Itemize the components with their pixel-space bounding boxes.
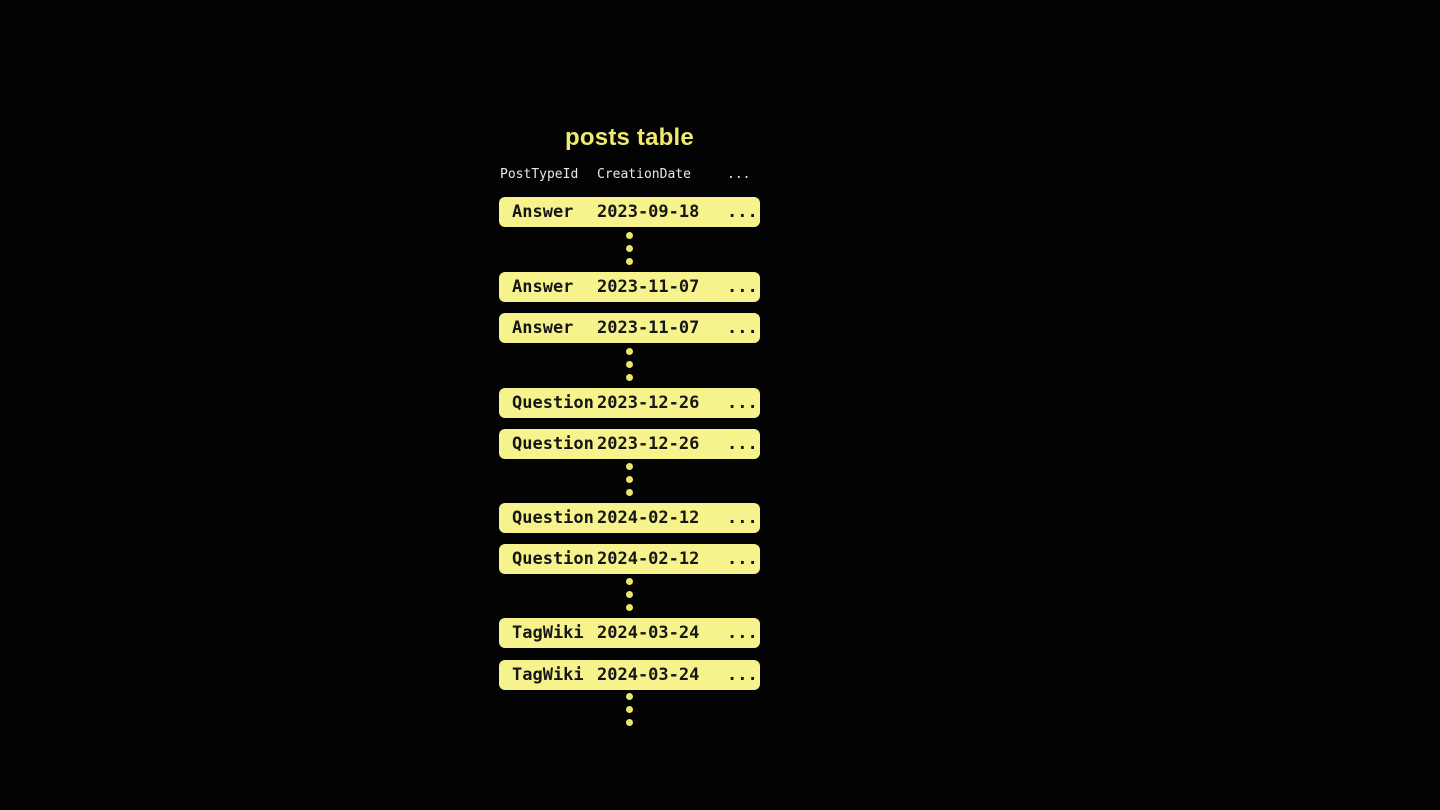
post-type-cell: Answer [512, 318, 574, 338]
post-type-cell: Question [512, 549, 594, 569]
ellipsis-dots [626, 348, 633, 381]
post-type-cell: TagWiki [512, 623, 584, 643]
post-type-cell: Question [512, 508, 594, 528]
dot-icon [626, 706, 633, 713]
column-header-posttypeid: PostTypeId [500, 167, 579, 182]
table-row: TagWiki 2024-03-24 ... [499, 660, 760, 690]
table-row: Answer 2023-11-07 ... [499, 272, 760, 302]
creation-date-cell: 2024-02-12 [597, 508, 700, 528]
dot-icon [626, 693, 633, 700]
more-cell: ... [727, 623, 758, 643]
creation-date-cell: 2024-02-12 [597, 549, 700, 569]
more-cell: ... [727, 277, 758, 297]
dot-icon [626, 361, 633, 368]
ellipsis-dots [626, 693, 633, 726]
dot-icon [626, 604, 633, 611]
dot-icon [626, 591, 633, 598]
column-header-creationdate: CreationDate [597, 167, 691, 182]
dot-icon [626, 578, 633, 585]
page-title: posts table [565, 124, 694, 151]
table-row: Question 2023-12-26 ... [499, 388, 760, 418]
post-type-cell: Answer [512, 277, 574, 297]
creation-date-cell: 2024-03-24 [597, 665, 700, 685]
post-type-cell: Question [512, 434, 594, 454]
more-cell: ... [727, 549, 758, 569]
more-cell: ... [727, 434, 758, 454]
table-row: Question 2024-02-12 ... [499, 544, 760, 574]
dot-icon [626, 245, 633, 252]
post-type-cell: Answer [512, 202, 574, 222]
table-row: Answer 2023-11-07 ... [499, 313, 760, 343]
creation-date-cell: 2023-12-26 [597, 393, 700, 413]
dot-icon [626, 476, 633, 483]
table-row: Question 2023-12-26 ... [499, 429, 760, 459]
more-cell: ... [727, 665, 758, 685]
creation-date-cell: 2023-11-07 [597, 277, 700, 297]
post-type-cell: TagWiki [512, 665, 584, 685]
more-cell: ... [727, 508, 758, 528]
post-type-cell: Question [512, 393, 594, 413]
posts-table-diagram: posts table PostTypeId CreationDate ... … [499, 0, 760, 810]
ellipsis-dots [626, 232, 633, 265]
dot-icon [626, 463, 633, 470]
creation-date-cell: 2024-03-24 [597, 623, 700, 643]
column-header-more: ... [727, 167, 751, 182]
more-cell: ... [727, 318, 758, 338]
more-cell: ... [727, 393, 758, 413]
table-row: Question 2024-02-12 ... [499, 503, 760, 533]
creation-date-cell: 2023-11-07 [597, 318, 700, 338]
table-row: TagWiki 2024-03-24 ... [499, 618, 760, 648]
table-header: PostTypeId CreationDate ... [499, 167, 760, 184]
creation-date-cell: 2023-09-18 [597, 202, 700, 222]
dot-icon [626, 719, 633, 726]
ellipsis-dots [626, 578, 633, 611]
ellipsis-dots [626, 463, 633, 496]
dot-icon [626, 232, 633, 239]
table-row: Answer 2023-09-18 ... [499, 197, 760, 227]
dot-icon [626, 258, 633, 265]
dot-icon [626, 489, 633, 496]
dot-icon [626, 348, 633, 355]
dot-icon [626, 374, 633, 381]
more-cell: ... [727, 202, 758, 222]
creation-date-cell: 2023-12-26 [597, 434, 700, 454]
